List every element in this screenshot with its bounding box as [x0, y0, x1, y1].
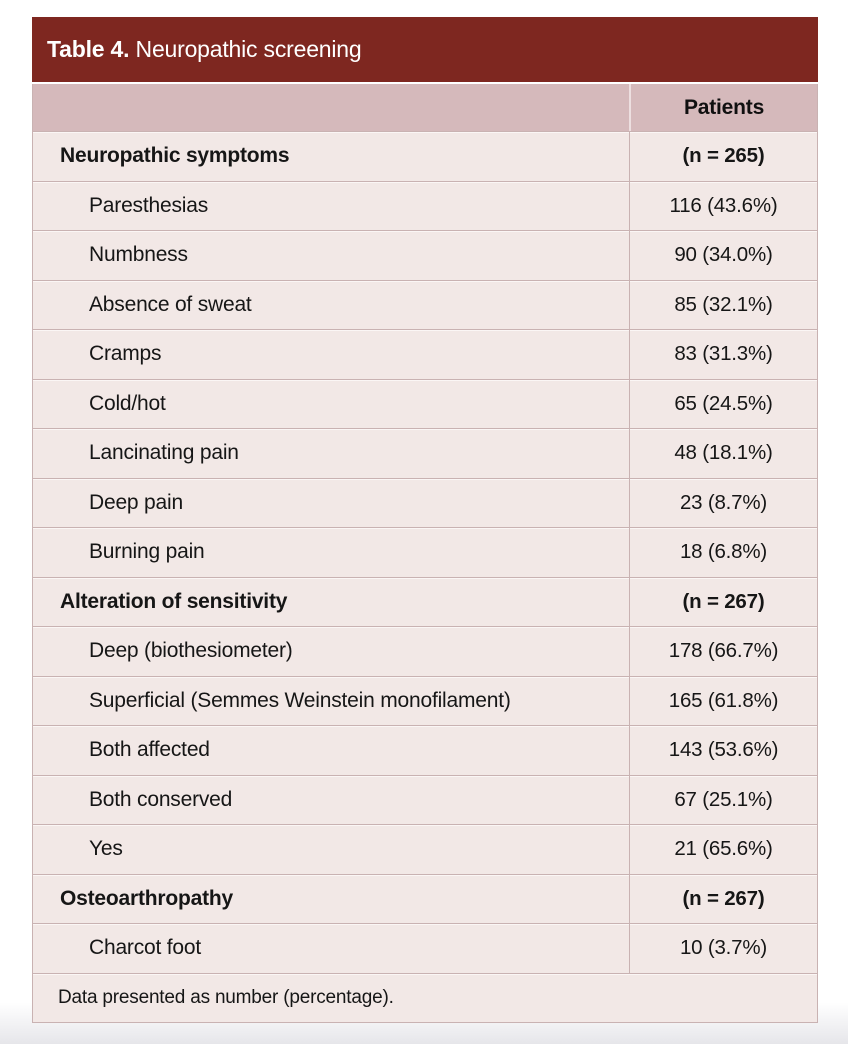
- table-row: Cold/hot 65 (24.5%): [33, 378, 817, 428]
- row-value: 85 (32.1%): [629, 280, 817, 329]
- table-row: Paresthesias 116 (43.6%): [33, 180, 817, 230]
- row-label: Cold/hot: [89, 391, 166, 415]
- column-header-empty: [33, 84, 629, 131]
- row-label: Numbness: [89, 243, 188, 267]
- row-label: Burning pain: [89, 540, 205, 564]
- table-row: Both affected 143 (53.6%): [33, 725, 817, 775]
- row-label: Lancinating pain: [89, 441, 239, 465]
- table-row: Deep (biothesiometer) 178 (66.7%): [33, 626, 817, 676]
- column-header-row: Patients: [33, 84, 817, 131]
- row-value: 165 (61.8%): [629, 676, 817, 725]
- row-label: Cramps: [89, 342, 162, 366]
- row-value: 90 (34.0%): [629, 231, 817, 280]
- table-row: Superficial (Semmes Weinstein monofilame…: [33, 675, 817, 725]
- row-value: (n = 265): [629, 132, 817, 181]
- table-4-card: Table 4. Neuropathic screening Patients …: [32, 17, 818, 1023]
- table-row: Cramps 83 (31.3%): [33, 329, 817, 379]
- row-value: 48 (18.1%): [629, 429, 817, 478]
- row-label: Absence of sweat: [89, 292, 252, 316]
- table-row: Charcot foot 10 (3.7%): [33, 923, 817, 973]
- column-header-patients: Patients: [629, 84, 817, 131]
- row-value: 143 (53.6%): [629, 726, 817, 775]
- footnote-text: Data presented as number (percentage).: [58, 986, 394, 1008]
- row-value: 23 (8.7%): [629, 478, 817, 527]
- section-row: Neuropathic symptoms (n = 265): [33, 131, 817, 181]
- row-value: 10 (3.7%): [629, 924, 817, 973]
- row-value: 21 (65.6%): [629, 825, 817, 874]
- table-row: Deep pain 23 (8.7%): [33, 477, 817, 527]
- row-label: Alteration of sensitivity: [60, 589, 288, 613]
- row-label: Superficial (Semmes Weinstein monofilame…: [89, 688, 511, 712]
- row-label: Neuropathic symptoms: [60, 144, 290, 168]
- table-number: Table 4.: [47, 36, 136, 62]
- row-label: Both conserved: [89, 787, 233, 811]
- row-label: Yes: [89, 837, 123, 861]
- footnote-row: Data presented as number (percentage).: [33, 972, 817, 1022]
- table-row: Numbness 90 (34.0%): [33, 230, 817, 280]
- section-row: Osteoarthropathy (n = 267): [33, 873, 817, 923]
- section-row: Alteration of sensitivity (n = 267): [33, 576, 817, 626]
- table-row: Both conserved 67 (25.1%): [33, 774, 817, 824]
- row-label: Osteoarthropathy: [60, 886, 233, 910]
- table-body: Neuropathic symptoms (n = 265) Paresthesia…: [33, 131, 817, 973]
- row-label: Deep pain: [89, 490, 183, 514]
- row-value: (n = 267): [629, 874, 817, 923]
- table-row: Burning pain 18 (6.8%): [33, 527, 817, 577]
- row-value: 178 (66.7%): [629, 627, 817, 676]
- table-title: Neuropathic screening: [135, 36, 362, 62]
- row-value: 83 (31.3%): [629, 330, 817, 379]
- row-value: 67 (25.1%): [629, 775, 817, 824]
- table-row: Yes 21 (65.6%): [33, 824, 817, 874]
- row-value: 18 (6.8%): [629, 528, 817, 577]
- row-value: 65 (24.5%): [629, 379, 817, 428]
- table-title-bar: Table 4. Neuropathic screening: [32, 17, 818, 82]
- row-label: Deep (biothesiometer): [89, 639, 293, 663]
- row-label: Paresthesias: [89, 193, 208, 217]
- table-row: Absence of sweat 85 (32.1%): [33, 279, 817, 329]
- table-grid: Patients Neuropathic symptoms (n = 265) Pa…: [32, 84, 818, 1023]
- row-label: Both affected: [89, 738, 210, 762]
- row-value: 116 (43.6%): [629, 181, 817, 230]
- row-value: (n = 267): [629, 577, 817, 626]
- table-row: Lancinating pain 48 (18.1%): [33, 428, 817, 478]
- row-label: Charcot foot: [89, 936, 201, 960]
